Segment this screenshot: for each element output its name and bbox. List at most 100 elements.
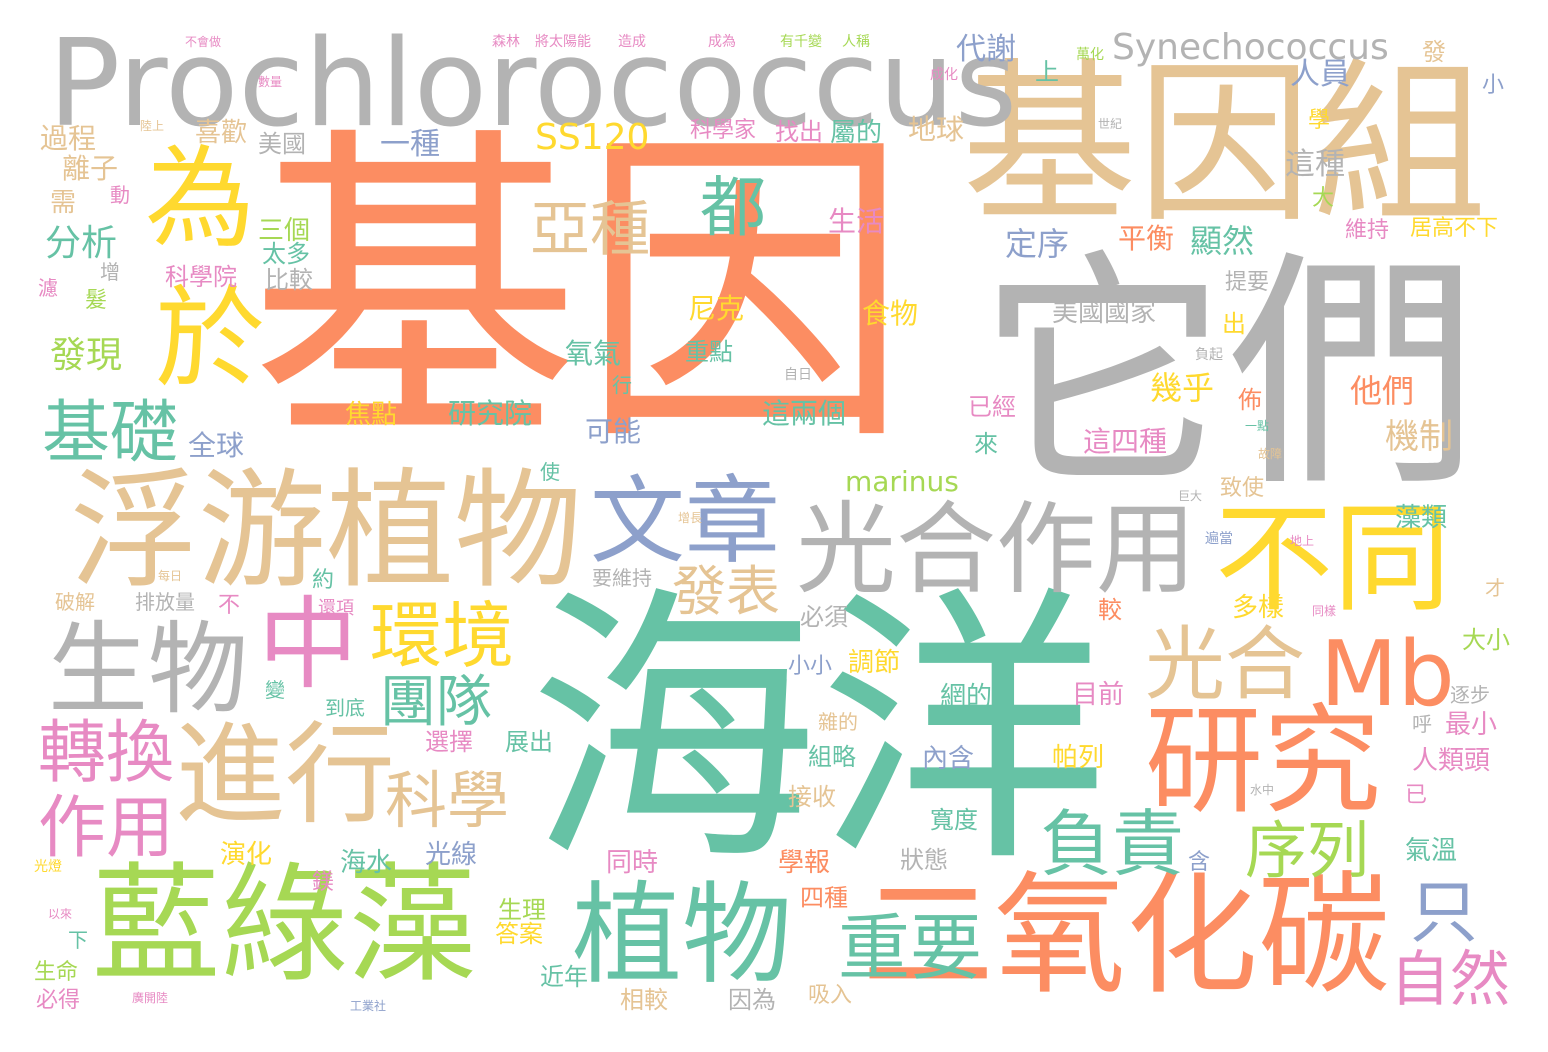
word-tamen: 它們 [978, 229, 1478, 520]
word-tongshi: 同時 [606, 848, 659, 878]
word-zhong: 中 [258, 586, 358, 703]
word-yidian: 一點 [1245, 419, 1270, 433]
word-xulie: 序列 [1245, 814, 1370, 887]
word-haiyang: 海洋 [528, 564, 1108, 901]
word-fa: 發 [1422, 38, 1446, 66]
word-zengzhang: 增長 [678, 511, 703, 525]
word-pojie: 破解 [55, 590, 95, 614]
word-zhiwu: 植物 [572, 871, 792, 999]
word-fuze: 負責 [1040, 802, 1185, 886]
word-yilai: 以來 [48, 907, 73, 921]
word-xihuan: 喜歡 [195, 118, 248, 148]
word-shi: 使 [540, 460, 560, 484]
word-shiwu: 食物 [862, 297, 919, 330]
word-bian: 變 [265, 678, 285, 702]
word-daxiao: 大小 [1462, 626, 1510, 654]
word-tiyao: 提要 [1225, 270, 1270, 295]
word-duoyang: 多樣 [1232, 593, 1285, 623]
word-guangxian: 光線 [425, 840, 478, 870]
word-zheliangge: 這兩個 [762, 397, 847, 430]
word-zhesizhong: 這四種 [1083, 425, 1168, 458]
word-paifangliang: 排放量 [135, 590, 195, 614]
word-han: 含 [1188, 850, 1211, 875]
word-buhuizuo: 不會做 [185, 35, 222, 49]
word-yinwei: 因為 [728, 986, 776, 1014]
word-neihan: 內含 [922, 744, 975, 774]
word-palie: 帕列 [1052, 743, 1105, 773]
word-kexueyuan: 科學院 [165, 263, 237, 291]
word-ziri: 自日 [784, 367, 812, 383]
word-meiguoguojia: 美國國家 [1052, 298, 1157, 328]
word-jichu: 基礎 [42, 394, 179, 473]
word-guangkailu: 廣開陸 [132, 991, 169, 1005]
word-xuebao: 學報 [778, 848, 831, 878]
word-wanhua: 萬化 [1076, 47, 1104, 63]
word-renyuan: 人員 [1290, 57, 1350, 92]
word-lizi: 離子 [62, 152, 119, 185]
word-shengming: 生命 [34, 960, 79, 985]
word-kexuejia: 科學家 [690, 118, 757, 143]
word-zhuanhuan: 轉換 [38, 714, 175, 793]
word-marinus: marinus [845, 465, 959, 498]
word-lv: 濾 [38, 276, 58, 300]
word-zhuangtai: 狀態 [900, 846, 948, 874]
word-yijing: 已經 [968, 393, 1016, 421]
word-chenghua: 成化 [930, 67, 958, 83]
word-jiangtaiyangneng: 將太陽能 [535, 34, 591, 50]
word-renleitou: 人類頭 [1412, 746, 1491, 776]
word-shengwu: 生物 [48, 611, 248, 728]
word-nike: 尼克 [688, 292, 745, 325]
word-zhongdian: 重點 [685, 338, 733, 366]
word-zhubu: 逐步 [1450, 683, 1490, 707]
word-shengli: 生理 [498, 896, 546, 924]
word-jiao: 較 [1098, 596, 1122, 624]
word-synechococcus: Synechococcus [1112, 27, 1389, 68]
word-da: 大 [1312, 186, 1335, 211]
word-shuliang: 數量 [258, 75, 283, 89]
word-zulue: 組略 [808, 743, 856, 771]
word-guangdeng: 光燈 [34, 859, 62, 875]
word-taiduo: 太多 [262, 240, 310, 268]
word-yanjiuyuan: 研究院 [448, 397, 533, 430]
word-xue: 學 [1308, 108, 1331, 133]
word-xianran: 顯然 [1190, 222, 1255, 260]
word-fuqi: 負起 [1195, 347, 1223, 363]
word-fenxi: 分析 [45, 223, 118, 264]
word-zhishi: 致使 [1220, 476, 1265, 501]
word-chengwei: 成為 [708, 34, 736, 50]
word-jieshou: 接收 [788, 783, 836, 811]
word-quanqiu: 全球 [188, 429, 245, 462]
word-xiru: 吸入 [808, 983, 853, 1008]
word-tongyang: 同樣 [1312, 604, 1337, 618]
word-fuyouzhiwu: 浮游植物 [70, 457, 583, 606]
word-xia: 下 [68, 928, 88, 952]
word-daodi: 到底 [325, 696, 365, 720]
word-tamen2: 他們 [1350, 372, 1415, 410]
word-xuanze: 選擇 [425, 728, 473, 756]
word-dou: 都 [700, 169, 766, 246]
word-jizhi: 機制 [1385, 417, 1453, 457]
word-wei: 為 [126, 140, 254, 250]
word-xing: 行 [612, 373, 632, 397]
word-rencheng: 人稱 [842, 34, 870, 50]
word-yaoweichi: 要維持 [592, 566, 652, 590]
word-jihu: 幾乎 [1150, 369, 1215, 407]
word-fabiao: 發表 [672, 560, 780, 623]
word-tiaojie: 調節 [848, 648, 901, 678]
word-youqianbian: 有千變 [780, 34, 822, 50]
word-zhanchu: 展出 [505, 728, 553, 756]
word-mei: 鎂 [312, 870, 335, 895]
word-guanghezuoyong: 光合作用 [796, 491, 1196, 608]
word-jiyin: 基因 [250, 101, 910, 485]
word-qiwen: 氣溫 [1405, 836, 1458, 866]
word-yue: 約 [312, 568, 335, 593]
word-bu2: 佈 [1238, 386, 1262, 414]
word-bu: 不 [218, 593, 241, 618]
word-juda: 巨大 [1178, 489, 1203, 503]
word-bianzang: 遍當 [1205, 531, 1233, 547]
word-guocheng: 過程 [40, 122, 97, 155]
word-jugaobuxia: 居高不下 [1410, 216, 1499, 241]
word-dingxu: 定序 [1005, 225, 1070, 263]
word-dishang: 地上 [1290, 534, 1315, 548]
